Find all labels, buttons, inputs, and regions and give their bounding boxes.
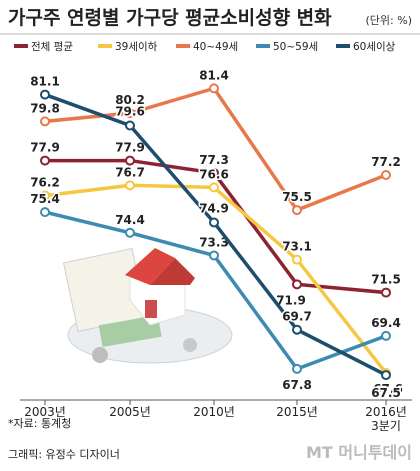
x-tick-label: 2003년 [24, 405, 66, 419]
watermark: MT 머니투데이 [306, 443, 412, 462]
legend-label: 60세이상 [353, 41, 396, 53]
data-label: 69.4 [371, 316, 401, 330]
data-label: 73.3 [199, 235, 229, 249]
point [292, 205, 302, 216]
point [40, 89, 50, 100]
legend-swatch [256, 44, 270, 48]
point [381, 287, 391, 298]
x-tick-label: 2016년 3분기 [365, 405, 407, 433]
legend-label: 전체 평균 [31, 41, 73, 53]
data-label: 77.2 [371, 155, 401, 169]
data-label: 71.5 [371, 273, 401, 287]
point [40, 207, 50, 218]
point [381, 330, 391, 341]
legend-label: 40~49세 [193, 41, 238, 53]
point [381, 370, 391, 381]
data-label: 77.9 [30, 141, 60, 155]
data-label: 79.8 [30, 101, 60, 115]
source: *자료: 통계청 [8, 417, 71, 430]
illustration [62, 247, 233, 364]
legend-swatch [336, 44, 350, 48]
data-label: 75.4 [30, 192, 60, 206]
data-label: 79.6 [115, 105, 145, 119]
data-label: 77.3 [199, 153, 229, 167]
legend-swatch [98, 44, 112, 48]
point [209, 83, 219, 94]
point [209, 217, 219, 228]
legend-swatch [176, 44, 190, 48]
point [40, 116, 50, 127]
data-label: 69.7 [282, 310, 312, 324]
data-label: 67.5 [371, 386, 401, 400]
point [381, 170, 391, 180]
x-tick-label: 2015년 [276, 405, 318, 419]
x-tick-label: 2005년 [109, 405, 151, 419]
data-label: 74.9 [199, 201, 229, 215]
data-label: 81.4 [199, 68, 229, 82]
point [125, 155, 135, 166]
legend-label: 50~59세 [273, 41, 318, 53]
point [40, 190, 50, 201]
data-label: 76.6 [199, 167, 229, 181]
point [40, 155, 50, 166]
x-tick-label: 2010년 [193, 405, 235, 419]
legend-label: 39세이하 [115, 40, 158, 53]
data-label: 73.1 [282, 240, 312, 254]
point [292, 254, 302, 265]
data-label: 74.4 [115, 213, 145, 227]
data-label: 76.7 [115, 165, 145, 179]
unit-label: (단위: %) [366, 14, 412, 27]
data-label: 77.9 [115, 141, 145, 155]
point [292, 279, 302, 290]
chart-title: 가구주 연령별 가구당 평균소비성향 변화 [8, 7, 332, 29]
point [292, 324, 302, 335]
data-label: 81.1 [30, 75, 60, 89]
data-label: 76.2 [30, 176, 60, 190]
point [209, 250, 219, 261]
data-label: 80.2 [115, 93, 145, 107]
data-label: 75.5 [282, 190, 312, 204]
point [125, 108, 135, 119]
point [125, 180, 135, 191]
point [209, 182, 219, 193]
point [125, 227, 135, 238]
point [292, 363, 302, 374]
data-label: 71.9 [276, 293, 306, 307]
point [125, 120, 135, 131]
data-label: 67.8 [282, 378, 312, 392]
data-label: 67.6 [373, 382, 403, 396]
legend-swatch [14, 44, 28, 48]
point [209, 167, 219, 178]
credit: 그래픽: 유정수 디자이너 [8, 448, 120, 461]
